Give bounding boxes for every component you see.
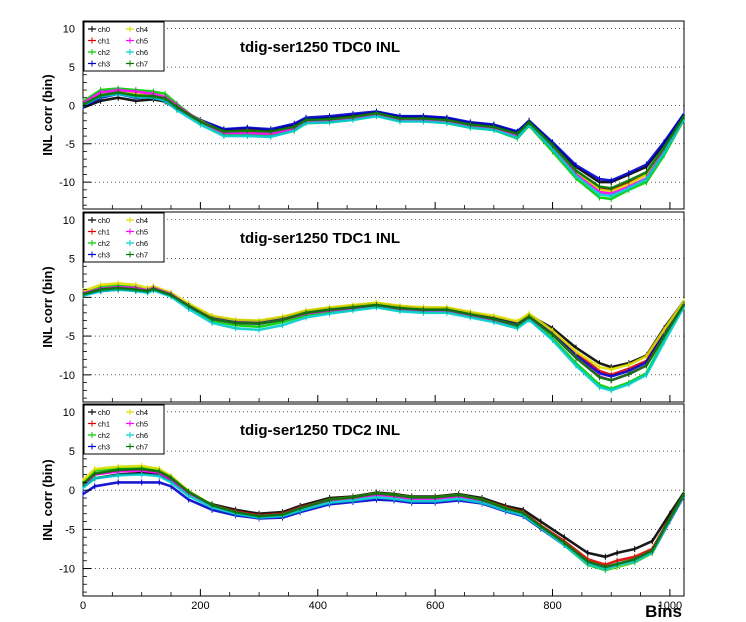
y-tick-label: -5: [65, 331, 75, 343]
y-tick-label: 0: [69, 485, 75, 497]
legend: ch0 ch1 ch2 ch3 ch4 ch5 ch6 ch7: [83, 212, 165, 263]
y-tick-label: 0: [69, 100, 75, 112]
x-tick-label: 400: [309, 600, 327, 612]
y-axis-label: INL corr (bin): [40, 74, 55, 155]
legend-label: ch6: [136, 48, 148, 57]
legend-label: ch3: [98, 251, 110, 260]
x-axis-label: Bins: [645, 602, 682, 621]
chart-panel-1: 10 5 0 -5 -10 tdig-ser1250 TDC1 INL INL corr (…: [40, 211, 686, 403]
legend-label: ch2: [98, 48, 110, 57]
y-tick-label: -5: [65, 524, 75, 536]
legend-label: ch0: [98, 216, 110, 225]
y-tick-label: 10: [63, 407, 75, 419]
y-tick-label: 10: [63, 215, 75, 227]
x-tick-label: 1000: [658, 600, 682, 612]
x-tick-label: 800: [543, 600, 561, 612]
legend-label: ch2: [98, 431, 110, 440]
chart-title: tdig-ser1250 TDC1 INL: [240, 230, 400, 247]
y-tick-label: -10: [59, 370, 75, 382]
legend-label: ch1: [98, 228, 110, 237]
legend-box: [83, 212, 165, 263]
legend-label: ch6: [136, 239, 148, 248]
y-tick-label: 5: [69, 254, 75, 266]
legend: ch0 ch1 ch2 ch3 ch4 ch5 ch6 ch7: [83, 21, 165, 72]
chart-panel-0: 10 5 0 -5 -10 tdig-ser1250 TDC0 INL INL corr (…: [40, 20, 686, 210]
y-axis-label: INL corr (bin): [40, 266, 55, 347]
y-tick-label: -5: [65, 139, 75, 151]
y-tick-label: 5: [69, 62, 75, 74]
y-tick-label: 10: [63, 24, 75, 36]
x-tick-label: 0: [80, 600, 86, 612]
legend-label: ch5: [136, 37, 148, 46]
y-tick-label: -10: [59, 564, 75, 576]
y-axis-label: INL corr (bin): [40, 459, 55, 540]
legend-label: ch1: [98, 37, 110, 46]
legend-label: ch5: [136, 420, 148, 429]
chart-panel-2: 10 5 0 -5 -10 0 200 400 600 800 1000 tdig-ser1250 T…: [40, 403, 686, 621]
legend-label: ch7: [136, 60, 148, 69]
chart-title: tdig-ser1250 TDC0 INL: [240, 39, 400, 56]
y-tick-label: 0: [69, 292, 75, 304]
legend-label: ch4: [136, 25, 148, 34]
legend: ch0 ch1 ch2 ch3 ch4 ch5 ch6 ch7: [83, 404, 165, 455]
legend-label: ch3: [98, 60, 110, 69]
chart-title: tdig-ser1250 TDC2 INL: [240, 422, 400, 439]
legend-label: ch2: [98, 239, 110, 248]
legend-label: ch7: [136, 251, 148, 260]
legend-label: ch0: [98, 25, 110, 34]
x-tick-label: 600: [426, 600, 444, 612]
y-tick-label: -10: [59, 177, 75, 189]
legend-box: [83, 404, 165, 455]
y-tick-label: 5: [69, 446, 75, 458]
legend-label: ch4: [136, 216, 148, 225]
legend-label: ch7: [136, 443, 148, 452]
legend-label: ch1: [98, 420, 110, 429]
legend-label: ch3: [98, 443, 110, 452]
legend-box: [83, 21, 165, 72]
x-tick-label: 200: [191, 600, 209, 612]
legend-label: ch6: [136, 431, 148, 440]
legend-label: ch4: [136, 408, 148, 417]
legend-label: ch5: [136, 228, 148, 237]
legend-label: ch0: [98, 408, 110, 417]
